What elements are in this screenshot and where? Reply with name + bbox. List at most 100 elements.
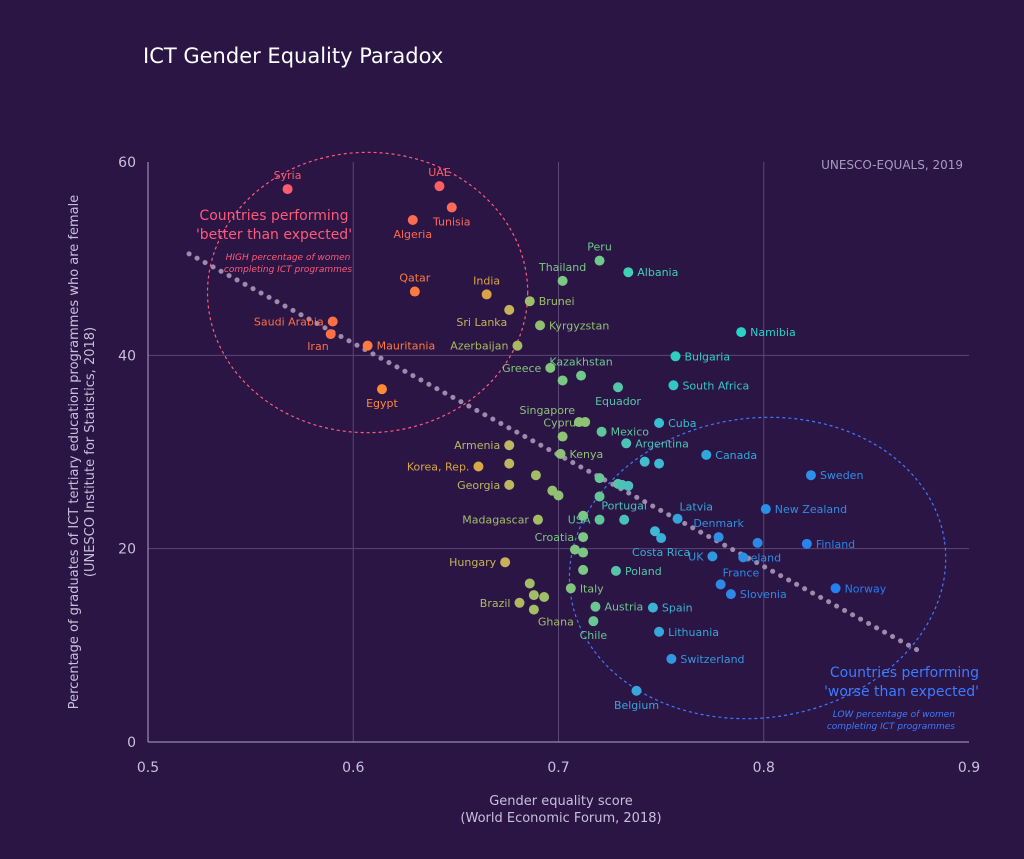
data-point — [578, 547, 589, 558]
data-point — [532, 514, 543, 525]
data-point — [282, 184, 293, 195]
data-point — [752, 537, 763, 548]
point-label: Norway — [845, 582, 887, 595]
point-label: Sri Lanka — [456, 316, 507, 329]
point-label: Peru — [587, 241, 612, 254]
data-point — [504, 458, 515, 469]
better-note-title: 'better than expected' — [196, 227, 352, 243]
chart-title: ICT Gender Equality Paradox — [143, 44, 443, 68]
point-label: Greece — [502, 362, 541, 375]
data-point — [530, 470, 541, 481]
data-point — [656, 533, 667, 544]
point-label: India — [473, 274, 500, 287]
data-point — [830, 583, 841, 594]
x-tick-label: 0.6 — [342, 760, 364, 776]
point-label: Singapore — [520, 404, 576, 417]
point-label: Albania — [637, 266, 678, 279]
data-points — [282, 181, 841, 696]
data-point — [578, 564, 589, 575]
point-label: Ghana — [538, 616, 574, 629]
data-point — [621, 438, 632, 449]
data-point — [553, 490, 564, 501]
data-point — [545, 362, 556, 373]
worse-note-title: 'worse than expected' — [824, 684, 979, 700]
data-point — [649, 526, 660, 537]
data-point — [504, 304, 515, 315]
point-label: New Zealand — [775, 503, 847, 516]
better-note-title: Countries performing — [199, 208, 348, 224]
data-point — [504, 479, 515, 490]
data-point — [557, 431, 568, 442]
point-label: Qatar — [399, 272, 430, 285]
data-point — [707, 551, 718, 562]
data-point — [539, 592, 550, 602]
source-label: UNESCO-EQUALS, 2019 — [821, 158, 963, 172]
data-point — [666, 653, 677, 664]
data-point — [738, 552, 749, 563]
data-point — [557, 275, 568, 286]
data-point — [594, 255, 605, 266]
point-label: Syria — [274, 169, 302, 182]
point-label: Sweden — [820, 469, 863, 482]
point-label: Lithuania — [668, 626, 719, 639]
data-point — [524, 296, 535, 307]
worse-ellipse — [568, 416, 947, 720]
data-point — [524, 578, 535, 589]
data-point — [325, 329, 336, 340]
point-label: Austria — [604, 601, 643, 614]
data-point — [376, 384, 387, 395]
annotations: Countries performing 'better than expecte… — [196, 208, 979, 732]
data-point — [557, 375, 568, 386]
point-label: Algeria — [393, 228, 432, 241]
point-label: Georgia — [457, 479, 500, 492]
point-label: Costa Rica — [632, 546, 690, 559]
data-point — [588, 616, 599, 627]
point-label: UK — [688, 550, 704, 563]
point-label: Spain — [662, 602, 693, 615]
point-label: Hungary — [449, 556, 496, 569]
point-label: South Africa — [682, 379, 749, 392]
point-label: Portugal — [601, 500, 647, 513]
point-label: Madagascar — [462, 514, 529, 527]
point-label: Finland — [816, 538, 855, 551]
x-axis-label: Gender equality score — [489, 794, 633, 809]
point-label: Equador — [595, 395, 641, 408]
data-point — [610, 565, 621, 576]
data-point — [565, 583, 576, 594]
y-axis-label-group: Percentage of graduates of ICT tertiary … — [67, 195, 98, 710]
point-label: Denmark — [693, 517, 744, 530]
data-point — [713, 532, 724, 543]
data-point — [362, 340, 373, 351]
y-tick-label: 20 — [118, 542, 136, 558]
data-point — [481, 289, 492, 300]
data-point — [631, 685, 642, 696]
data-point — [654, 418, 665, 428]
data-point — [654, 626, 665, 637]
data-point — [623, 267, 634, 278]
data-point — [619, 514, 630, 525]
point-label: Kazakhstan — [549, 356, 612, 369]
point-label: Latvia — [680, 501, 714, 514]
data-point — [668, 380, 679, 391]
data-point — [760, 504, 771, 515]
data-point — [670, 351, 681, 362]
data-point — [590, 601, 601, 612]
y-axis-label: Percentage of graduates of ICT tertiary … — [67, 195, 82, 710]
x-axis-sublabel: (World Economic Forum, 2018) — [460, 811, 661, 826]
data-point — [613, 382, 624, 393]
data-point — [409, 286, 420, 297]
better-ellipse — [206, 151, 529, 434]
data-point — [594, 473, 605, 484]
trend-line-path — [186, 251, 921, 653]
point-label: Switzerland — [680, 653, 744, 666]
data-point — [578, 532, 589, 543]
point-label: Brazil — [480, 597, 511, 610]
x-tick-label: 0.7 — [547, 760, 569, 776]
data-point — [576, 370, 587, 381]
data-point — [701, 449, 712, 460]
data-point — [736, 327, 747, 338]
point-label: Cyprus — [543, 417, 582, 430]
point-label: Mexico — [611, 426, 650, 439]
